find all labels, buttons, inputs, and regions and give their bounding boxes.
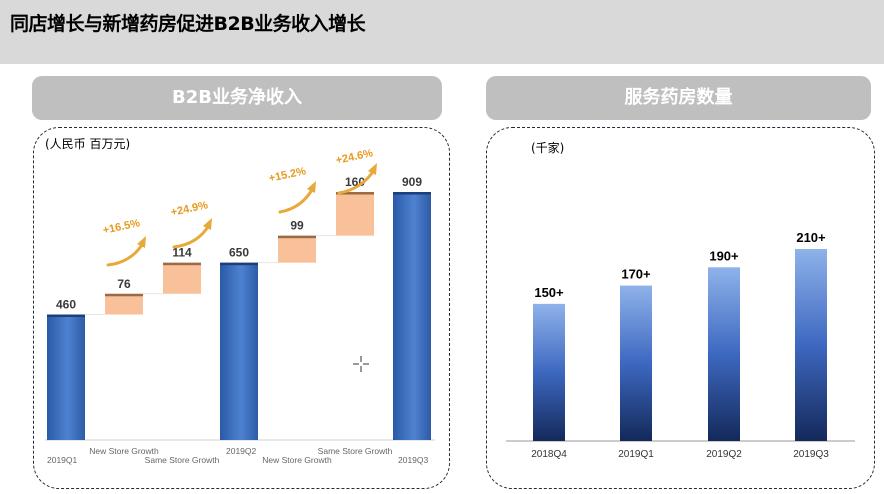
growth-arrow-icon xyxy=(172,223,211,249)
page-title: 同店增长与新增药房促进B2B业务收入增长 xyxy=(10,13,366,35)
pharmacy-bar xyxy=(795,248,827,441)
bar-value-label: 210+ xyxy=(796,230,826,245)
bar-value-label: 114 xyxy=(172,246,192,260)
bar-value-label: 150+ xyxy=(534,285,564,300)
growth-arrow-head-icon xyxy=(368,163,377,175)
growth-arrow-head-icon xyxy=(137,236,146,248)
increment-bar xyxy=(163,262,201,294)
total-bar-cap xyxy=(47,314,85,318)
x-tick-label: 2019Q2 xyxy=(226,446,257,456)
left-unit-label: (人民币 百万元) xyxy=(45,137,131,151)
increment-bar xyxy=(278,235,316,263)
x-tick-label: 2019Q1 xyxy=(618,449,654,460)
pharmacy-count-bar-chart: 150+ 2018Q4 170+ 2019Q1 190+ 2019Q2 210+ 2019Q3 xyxy=(506,230,855,460)
x-tick-label: 2019Q3 xyxy=(793,449,829,460)
crosshair-cursor-icon xyxy=(353,356,369,372)
b2b-revenue-waterfall-chart: 460 2019Q1 76 New Store Growth 114 Same Store… xyxy=(45,147,435,465)
increment-bar-cap xyxy=(163,262,201,266)
increment-bar-cap xyxy=(278,235,316,239)
bar-value-label: 650 xyxy=(229,246,249,260)
page-header: 同店增长与新增药房促进B2B业务收入增长 xyxy=(0,0,884,64)
total-bar xyxy=(393,192,431,440)
x-tick-label: Same Store Growth xyxy=(318,446,393,456)
increment-bar-cap xyxy=(105,293,143,297)
right-unit-label: (千家) xyxy=(531,141,565,155)
pharmacy-bar xyxy=(708,267,740,441)
bar-value-label: 460 xyxy=(56,298,76,312)
increment-bar-cap xyxy=(336,192,374,195)
growth-arrow-head-icon xyxy=(203,218,212,230)
growth-annotation: +15.2% xyxy=(268,165,308,185)
pharmacy-bar xyxy=(533,303,565,441)
x-tick-label: New Store Growth xyxy=(262,455,332,465)
growth-arrow-icon xyxy=(106,241,145,267)
bar-value-label: 909 xyxy=(402,175,422,189)
growth-arrow-icon xyxy=(337,168,376,195)
bar-value-label: 170+ xyxy=(621,267,651,282)
total-bar-cap xyxy=(220,262,258,266)
x-tick-label: New Store Growth xyxy=(89,446,159,456)
x-tick-label: 2019Q3 xyxy=(398,455,429,465)
bar-value-label: 190+ xyxy=(709,248,739,263)
growth-arrow-icon xyxy=(278,186,315,214)
growth-arrow-head-icon xyxy=(307,181,316,193)
x-tick-label: Same Store Growth xyxy=(145,455,220,465)
increment-bar xyxy=(105,293,143,315)
growth-annotation: +16.5% xyxy=(102,217,142,237)
bar-value-label: 76 xyxy=(117,277,131,291)
x-tick-label: 2019Q2 xyxy=(706,449,742,460)
total-bar xyxy=(47,314,85,440)
growth-annotation: +24.9% xyxy=(170,199,210,219)
total-bar-cap xyxy=(393,192,431,195)
left-panel-title: B2B业务净收入 xyxy=(32,76,442,120)
x-tick-label: 2018Q4 xyxy=(531,449,567,460)
growth-annotation: +24.6% xyxy=(335,147,375,167)
right-panel-title: 服务药房数量 xyxy=(486,76,871,120)
pharmacy-bar xyxy=(620,285,652,441)
total-bar xyxy=(220,262,258,440)
bar-value-label: 99 xyxy=(290,219,304,233)
increment-bar xyxy=(336,192,374,236)
x-tick-label: 2019Q1 xyxy=(47,455,78,465)
